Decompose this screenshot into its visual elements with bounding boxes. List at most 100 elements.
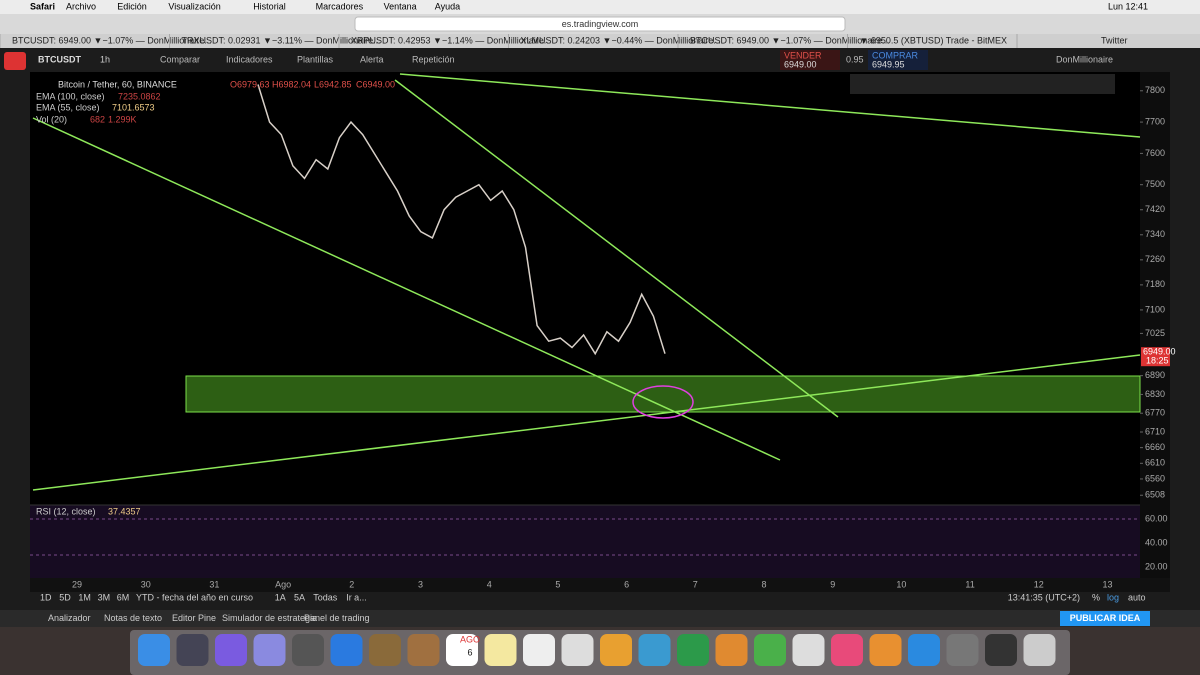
tab[interactable]: XLMUSDT: 0.24203 ▼−0.44% — DonMillionair…: [521, 35, 721, 45]
dock-icon[interactable]: [985, 634, 1017, 666]
toolbar-button[interactable]: Alerta: [360, 54, 384, 64]
ohlc: H6982.04: [272, 79, 311, 89]
bottom-tab[interactable]: Panel de trading: [304, 613, 370, 623]
time-label: 9: [830, 579, 835, 589]
toolbar-button[interactable]: Comparar: [160, 54, 200, 64]
tab[interactable]: Twitter: [1101, 35, 1128, 45]
url-field[interactable]: [354, 16, 846, 32]
price-tick-label: 6770: [1145, 408, 1165, 418]
bottom-tabs: [0, 610, 1200, 627]
range-button[interactable]: 1M: [78, 592, 91, 602]
range-button[interactable]: 5D: [59, 592, 71, 602]
tab[interactable]: BTCUSDT: 6949.00 ▼−1.07% — DonMillionair…: [690, 35, 890, 45]
toolbar-button[interactable]: Indicadores: [226, 54, 273, 64]
time-label: 6: [624, 579, 629, 589]
menu-item[interactable]: Visualización: [168, 1, 220, 11]
dock-icon[interactable]: [484, 634, 517, 666]
countdown: 18:25: [1146, 356, 1169, 366]
toolbar-button[interactable]: Plantillas: [297, 54, 334, 64]
toolbar-button[interactable]: Repetición: [412, 54, 455, 64]
dock-icon[interactable]: [715, 634, 748, 666]
range-button[interactable]: YTD - fecha del año en curso: [136, 592, 253, 602]
tab[interactable]: XRPUSDT: 0.42953 ▼−1.14% — DonMillionair…: [351, 35, 551, 45]
range-bar: [30, 592, 1170, 610]
trend-line: [394, 79, 839, 418]
range-button[interactable]: Todas: [313, 592, 338, 602]
range-button[interactable]: 1A: [275, 592, 286, 602]
trend-line: [399, 73, 1141, 138]
time-label: 2: [349, 579, 354, 589]
tab[interactable]: BTCUSDT: 6949.00 ▼−1.07% — DonMillionair…: [12, 35, 212, 45]
indicator-name: EMA (55, close): [36, 102, 100, 112]
dock-icon[interactable]: [946, 634, 979, 666]
tv-toolbar: [0, 48, 1200, 72]
dock-icon[interactable]: [600, 634, 632, 666]
dock-icon[interactable]: [215, 634, 247, 666]
dock-icon[interactable]: [446, 634, 478, 666]
dock-icon[interactable]: [1023, 634, 1056, 666]
symbol[interactable]: BTCUSDT: [38, 54, 81, 64]
time-label: 11: [965, 579, 974, 589]
price-tick-label: 6830: [1145, 389, 1165, 399]
indicator-value: 7101.6573: [112, 102, 155, 112]
legend-title: Bitcoin / Tether, 60, BINANCE: [58, 79, 177, 89]
buy-label: COMPRAR: [872, 50, 919, 60]
dock-icon[interactable]: [869, 634, 902, 666]
menu-item[interactable]: Historial: [253, 1, 286, 11]
interval[interactable]: 1h: [100, 54, 110, 64]
bottom-tab[interactable]: Editor Pine: [172, 613, 216, 623]
publish-button[interactable]: [1060, 611, 1150, 626]
menu-item[interactable]: Marcadores: [316, 1, 364, 11]
dock-icon[interactable]: [176, 634, 209, 666]
dock-icon[interactable]: [407, 634, 440, 666]
support-zone: [185, 375, 1141, 413]
dock-icon[interactable]: [138, 634, 170, 666]
sell-box[interactable]: [780, 50, 840, 70]
range-button[interactable]: 5A: [294, 592, 305, 602]
range-button[interactable]: 3M: [98, 592, 111, 602]
dock-icon[interactable]: [792, 634, 825, 666]
tab[interactable]: TRXUSDT: 0.02931 ▼−3.11% — DonMillionair…: [182, 35, 381, 45]
dock-icon[interactable]: [292, 634, 324, 666]
price-tick-label: 7600: [1145, 148, 1165, 158]
dock-icon[interactable]: [253, 634, 286, 666]
menu-item[interactable]: Edición: [117, 1, 147, 11]
scale-option[interactable]: auto: [1128, 592, 1146, 602]
dock-icon[interactable]: [754, 634, 786, 666]
price-tick-label: 7100: [1145, 304, 1165, 314]
dock-icon[interactable]: [369, 634, 401, 666]
rsi-value: 37.4357: [108, 506, 141, 516]
menu-item[interactable]: Archivo: [66, 1, 96, 11]
dock-icon[interactable]: [330, 634, 363, 666]
dock-icon[interactable]: [638, 634, 671, 666]
range-button[interactable]: 1D: [40, 592, 52, 602]
url: es.tradingview.com: [562, 19, 639, 29]
bottom-tab[interactable]: Simulador de estrategia: [222, 613, 317, 623]
range-button[interactable]: Ir a...: [346, 592, 367, 602]
dock-icon[interactable]: [523, 634, 555, 666]
time-label: 30: [141, 579, 151, 589]
buy-box[interactable]: [868, 50, 928, 70]
ohlc: L6942.85: [314, 79, 352, 89]
drawing-toolbar: [850, 74, 1115, 94]
indicator-value: 7235.0862: [118, 91, 161, 101]
menu-item[interactable]: Ayuda: [435, 1, 460, 11]
menu-item[interactable]: Ventana: [384, 1, 417, 11]
calendar-month: AGO: [460, 634, 480, 644]
dock-icon[interactable]: [831, 634, 863, 666]
dock-icon[interactable]: [677, 634, 709, 666]
tab[interactable]: ▼ 6950.5 (XBTUSD) Trade - BitMEX: [860, 35, 1007, 45]
dock-icon[interactable]: [908, 634, 940, 666]
range-button[interactable]: 6M: [117, 592, 130, 602]
dock-icon[interactable]: [561, 634, 594, 666]
bottom-tab[interactable]: Notas de texto: [104, 613, 162, 623]
last-price-badge: [1141, 347, 1170, 367]
time-label: 3: [418, 579, 423, 589]
bottom-tab[interactable]: Analizador: [48, 613, 91, 623]
scale-option[interactable]: %: [1092, 592, 1100, 602]
scale-option[interactable]: log: [1107, 592, 1119, 602]
indicator-name: EMA (100, close): [36, 91, 105, 101]
left-toolbar: [0, 72, 30, 610]
rsi-panel: [30, 505, 1140, 578]
user[interactable]: DonMillionaire: [1056, 54, 1113, 64]
